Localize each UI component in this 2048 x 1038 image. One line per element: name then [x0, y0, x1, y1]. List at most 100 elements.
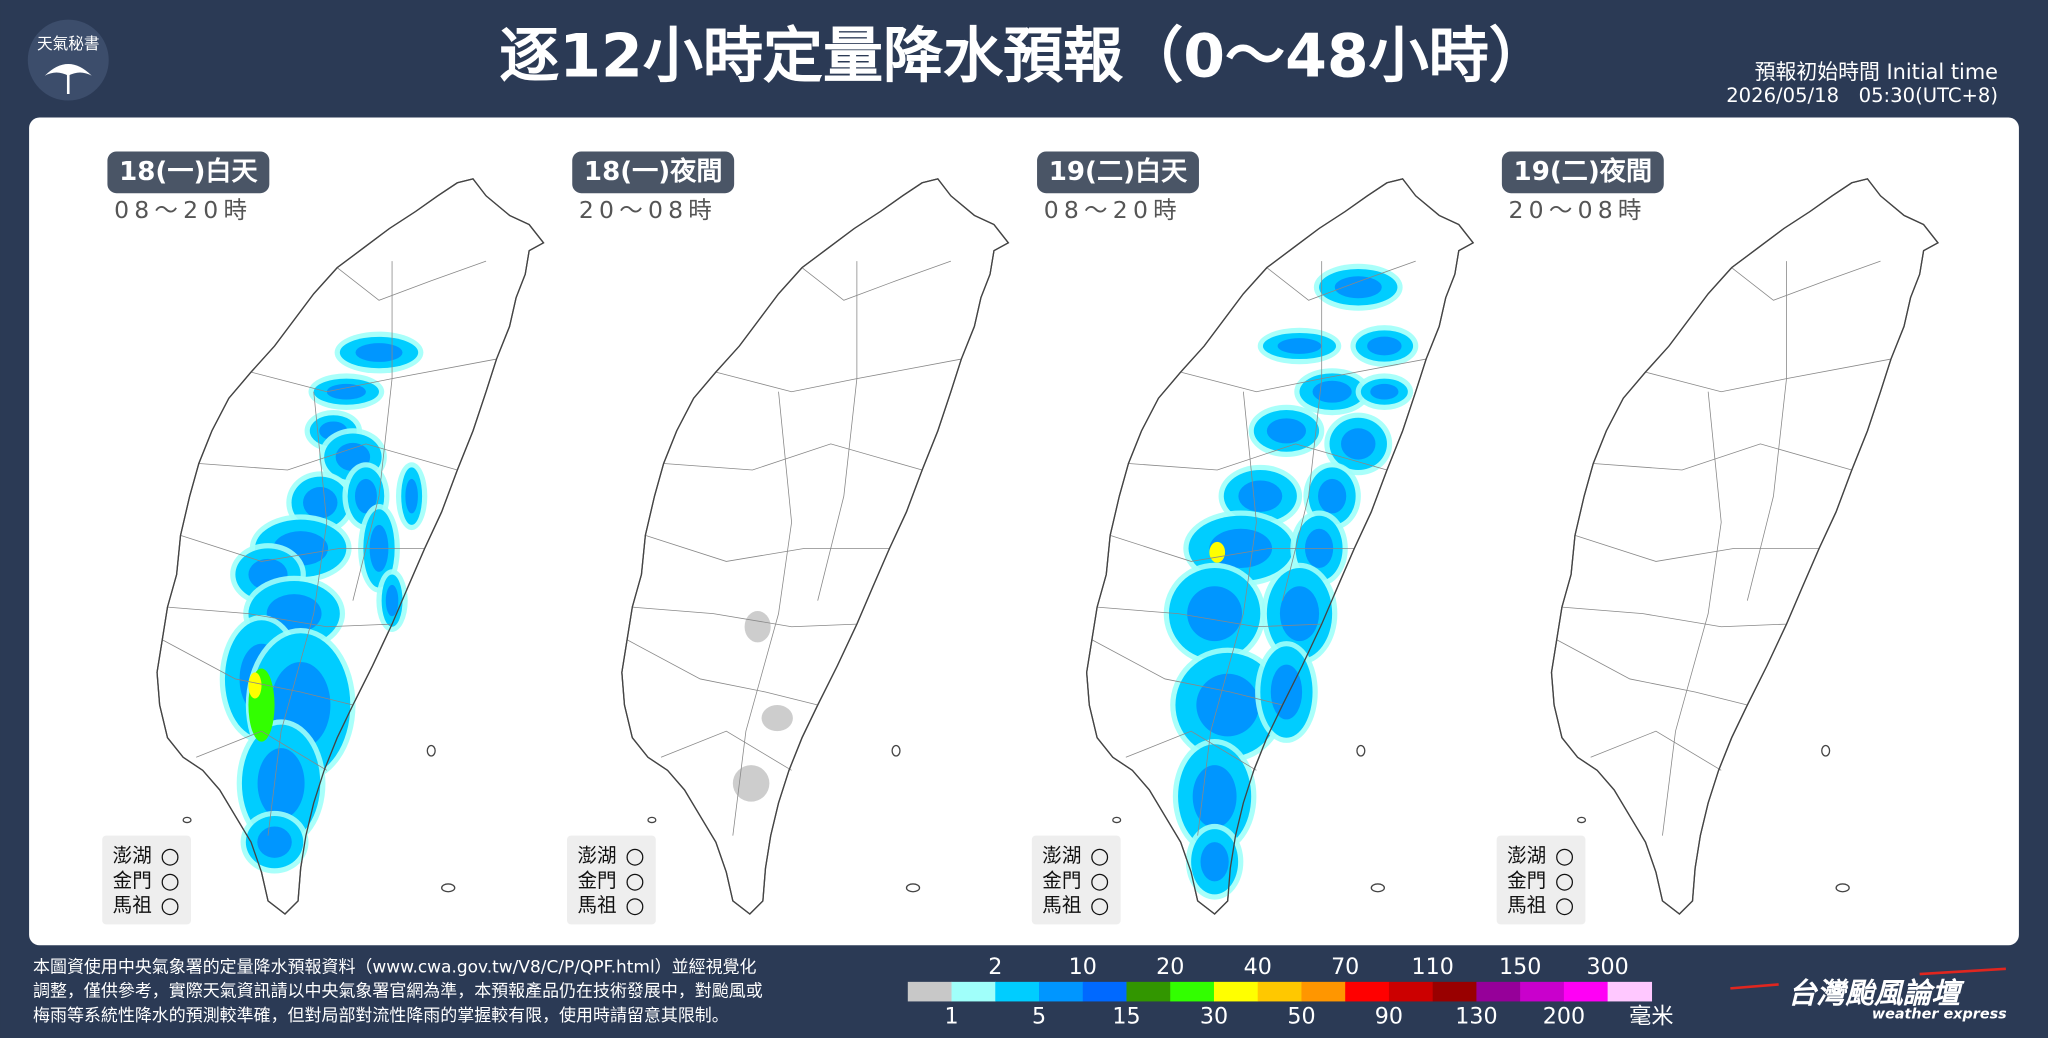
- rain-core: [1192, 765, 1237, 828]
- island-name: 馬祖: [113, 894, 152, 917]
- legend-swatch: [1345, 981, 1390, 1002]
- county-border: [162, 639, 353, 706]
- footer: 本圖資使用中央氣象署的定量降水預報資料（www.cwa.gov.tw/V8/C/…: [33, 954, 1674, 1030]
- brand-line: [1730, 983, 1779, 990]
- island-name: 金門: [1507, 869, 1546, 892]
- legend-swatch: [1432, 981, 1478, 1002]
- rain-core: [355, 343, 403, 362]
- legend-label-bottom: 130: [1455, 1004, 1497, 1030]
- county-border: [267, 391, 328, 836]
- brand-en: weather express: [1872, 1006, 2007, 1022]
- legend-swatch: [1039, 981, 1084, 1002]
- day-pill: [1037, 151, 1199, 194]
- legend-swatch: [1520, 981, 1565, 1002]
- legend-unit: 毫米: [1629, 1004, 1673, 1030]
- legend-label-top: 40: [1244, 954, 1272, 980]
- legend-label-bottom: 5: [1032, 1004, 1046, 1030]
- rain-core: [1238, 480, 1283, 512]
- logo-umbrella: [44, 63, 92, 76]
- taiwan-outline: [1550, 178, 1939, 915]
- day-label: 19(二)白天: [1049, 156, 1188, 187]
- disclaimer-line: 調整，僅供參考，實際天氣資訊請以中央氣象署官網為準，本預報產品仍在技術發展中，對…: [33, 982, 763, 1002]
- county-border: [1197, 391, 1257, 836]
- rain-core: [354, 478, 377, 514]
- day-label: 19(二)夜間: [1514, 156, 1653, 187]
- county-border: [1097, 606, 1322, 628]
- rain-halo: [761, 705, 793, 732]
- island: [1370, 883, 1386, 893]
- rain-core: [1370, 383, 1399, 400]
- legend-label-bottom: 15: [1112, 1004, 1140, 1030]
- islands-box: [1031, 835, 1121, 925]
- county-border: [626, 639, 818, 706]
- taiwan-outline: [1086, 178, 1475, 915]
- rain-core: [1266, 418, 1307, 444]
- disclaimer-line: 梅雨等系統性降水的預測較準確，但對局部對流性降雨的掌握較有限，使用時請留意其限制…: [33, 1005, 729, 1026]
- county-border: [1561, 606, 1787, 628]
- island: [1821, 744, 1831, 757]
- county-border: [1091, 639, 1283, 706]
- island-name: 澎湖: [1042, 844, 1081, 867]
- rain-core: [1209, 528, 1273, 568]
- brand-line: [1919, 967, 2006, 976]
- legend-label-top: 110: [1411, 954, 1453, 980]
- legend-label-bottom: 30: [1200, 1004, 1228, 1030]
- county-border: [1282, 261, 1323, 601]
- island-name: 澎湖: [577, 844, 616, 867]
- island-name: 澎湖: [1507, 844, 1546, 867]
- rain-core: [385, 584, 399, 617]
- legend-label-top: 70: [1331, 954, 1359, 980]
- island-forecast: ○: [1090, 843, 1109, 869]
- day-label: 18(一)白天: [119, 156, 258, 187]
- day-pill: [107, 151, 270, 194]
- county-border: [1556, 639, 1748, 706]
- rain-core: [1318, 478, 1347, 514]
- legend-swatch: [1563, 981, 1609, 1002]
- rain-core: [303, 487, 338, 519]
- rain-core: [1200, 842, 1229, 882]
- legend-label-top: 10: [1069, 954, 1097, 980]
- county-border: [196, 730, 327, 771]
- island-name: 馬祖: [577, 894, 616, 917]
- county-border: [1593, 443, 1852, 471]
- islands-box: [102, 835, 191, 925]
- legend-swatch: [995, 981, 1040, 1002]
- county-border: [817, 261, 858, 601]
- rain-core: [1367, 336, 1402, 356]
- legend-swatch: [951, 981, 996, 1002]
- county-border: [715, 358, 962, 393]
- county-border: [1645, 358, 1892, 393]
- island: [182, 816, 192, 824]
- island: [441, 883, 456, 893]
- island-forecast: ○: [625, 893, 644, 919]
- island-forecast: ○: [1090, 893, 1109, 919]
- legend-swatch: [907, 981, 953, 1002]
- county-border: [732, 391, 792, 836]
- county-border: [632, 606, 857, 628]
- logo-text: 天氣秘書: [37, 34, 100, 53]
- title: 逐12小時定量降水預報（0～48小時）: [499, 22, 1549, 92]
- disclaimer-line: 本圖資使用中央氣象署的定量降水預報資料（www.cwa.gov.tw/V8/C/…: [33, 956, 757, 977]
- island: [905, 883, 921, 893]
- hours-label: 08～20時: [114, 196, 252, 224]
- legend-swatch: [1213, 981, 1259, 1002]
- island-forecast: ○: [625, 868, 644, 894]
- legend-label-bottom: 50: [1287, 1004, 1315, 1030]
- island: [1835, 883, 1850, 893]
- islands-box: [567, 835, 656, 925]
- county-border: [180, 534, 425, 562]
- county-border: [1180, 358, 1427, 393]
- rain-core: [1270, 664, 1303, 720]
- hours-label: 20～08時: [579, 196, 717, 224]
- legend-swatch: [1170, 981, 1215, 1002]
- island-forecast: ○: [160, 843, 179, 869]
- county-border: [645, 534, 890, 562]
- island-name: 金門: [1042, 869, 1081, 892]
- legend-swatch: [1476, 981, 1521, 1002]
- brand: 台灣颱風論壇: [1788, 976, 1966, 1010]
- rain-core: [1277, 338, 1322, 354]
